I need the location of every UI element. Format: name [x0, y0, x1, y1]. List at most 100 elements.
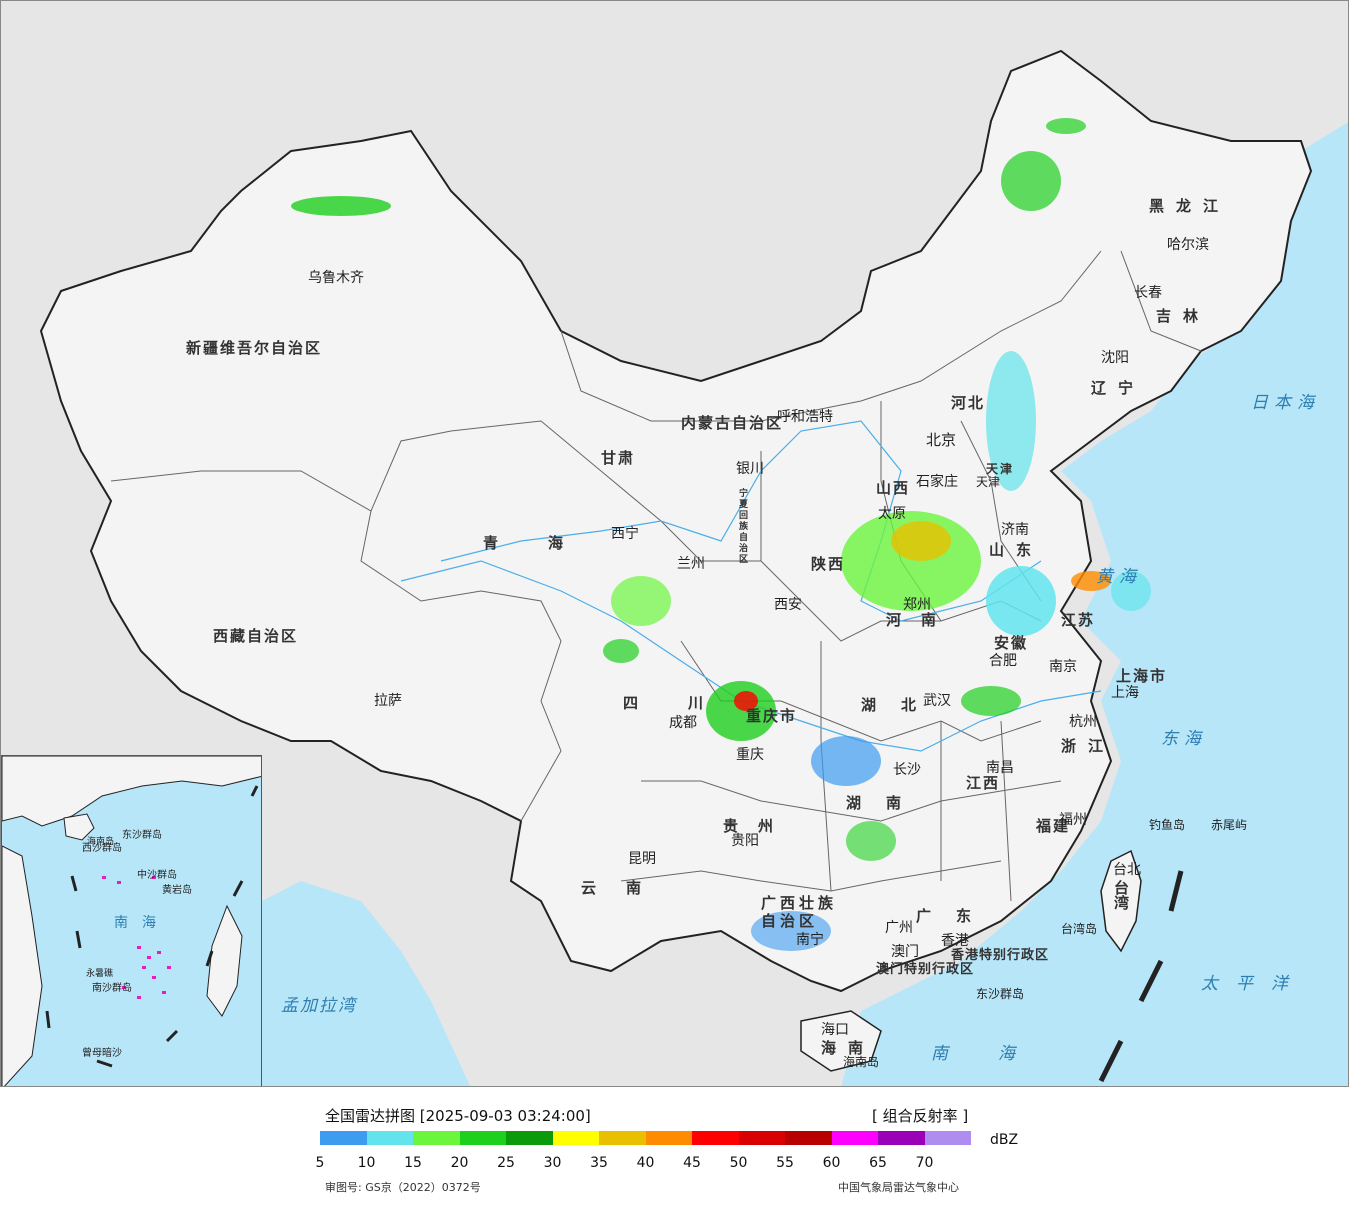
- city-guiyang: 贵阳: [731, 833, 759, 849]
- province-label-macao: 澳门特别行政区: [876, 962, 975, 977]
- province-label-chongqing: 重庆市: [746, 707, 798, 725]
- approval-number: 审图号: GS京（2022）0372号: [325, 1181, 481, 1194]
- city-taipei: 台北: [1113, 862, 1141, 878]
- city-macao: 澳门: [891, 944, 919, 960]
- province-label-zhejiang: 浙江: [1061, 737, 1116, 755]
- legend-swatch: [366, 1131, 413, 1145]
- legend-color-scale: [320, 1131, 971, 1145]
- city-yinchuan: 银川: [736, 461, 764, 477]
- legend-tick-label: 55: [776, 1155, 794, 1171]
- label-taiwan-island: 台湾岛: [1061, 922, 1098, 936]
- province-label-sichuan: 四川: [623, 694, 754, 712]
- province-label-hainan: 海南: [821, 1039, 876, 1057]
- inset-label-nansha: 南沙群岛: [92, 983, 132, 994]
- label-yellow-sea: 黄海: [1096, 567, 1142, 587]
- province-label-guangdong: 广东: [916, 907, 997, 925]
- inset-label-zhongsha: 中沙群岛: [137, 870, 177, 881]
- city-changsha: 长沙: [893, 762, 921, 778]
- legend-swatch: [831, 1131, 878, 1145]
- legend-swatch: [878, 1131, 925, 1145]
- city-chengdu: 成都: [669, 715, 697, 731]
- inset-west-land: [2, 845, 43, 1086]
- city-hefei: 合肥: [989, 653, 1017, 669]
- province-label-anhui: 安徽: [994, 634, 1029, 652]
- radar-echoes: [291, 118, 1151, 951]
- province-label-tianjin: 天津: [986, 462, 1015, 476]
- inset-label-dongsha: 东沙群岛: [122, 830, 162, 841]
- province-label-shanghai: 上海市: [1116, 667, 1168, 685]
- province-label-gansu: 甘肃: [601, 449, 636, 467]
- city-tianjin: 天津: [976, 475, 1001, 489]
- province-label-guizhou: 贵州: [723, 817, 794, 835]
- legend-swatch: [692, 1131, 739, 1145]
- legend-product: [ 组合反射率 ]: [872, 1107, 969, 1125]
- province-label-jiangsu: 江苏: [1061, 611, 1096, 629]
- province-label-hubei: 湖北: [861, 696, 942, 714]
- province-label-hebei: 河北: [951, 394, 986, 412]
- city-xian: 西安: [774, 597, 802, 613]
- province-label-neimenggu: 内蒙古自治区: [681, 414, 784, 432]
- legend-unit: dBZ: [990, 1132, 1019, 1148]
- label-south-china-sea: 南海: [931, 1044, 1065, 1064]
- province-label-xizang: 西藏自治区: [213, 627, 299, 645]
- inset-canvas: [2, 756, 261, 1086]
- inset-label-south-china-sea: 南海: [114, 915, 170, 931]
- city-wuhan: 武汉: [923, 693, 951, 709]
- legend-tick-label: 5: [315, 1155, 325, 1171]
- bay-of-bengal-area: [262, 881, 471, 1086]
- province-label-shanxi: 山西: [876, 479, 911, 497]
- legend-tick-label: 40: [636, 1155, 655, 1171]
- inset-east-land: [206, 904, 243, 1017]
- label-dongsha-islands: 东沙群岛: [976, 987, 1025, 1001]
- inset-label-yongshu: 永暑礁: [86, 969, 114, 979]
- province-label-jilin: 吉林: [1156, 307, 1211, 325]
- label-pacific-ocean: 太平洋: [1201, 974, 1306, 994]
- inset-label-zengmu: 曾母暗沙: [82, 1048, 122, 1059]
- city-changchun: 长春: [1134, 285, 1162, 301]
- china-land: [39, 49, 1313, 993]
- legend-swatch: [320, 1131, 367, 1145]
- city-nanjing: 南京: [1049, 659, 1077, 675]
- province-label-liaoning: 辽宁: [1091, 379, 1146, 397]
- city-chongqing: 重庆: [736, 747, 764, 763]
- city-jinan: 济南: [1001, 522, 1029, 538]
- province-label-heilongjiang: 黑龙江: [1149, 197, 1231, 215]
- city-shenyang: 沈阳: [1101, 350, 1129, 366]
- south-china-sea-inset: 东沙群岛 西沙群岛 中沙群岛 黄岩岛 南海 南沙群岛 曾母暗沙 永暑礁 海南岛: [1, 755, 262, 1086]
- inset-dashes: [45, 785, 259, 1068]
- label-bay-of-bengal: 孟加拉湾: [281, 996, 357, 1016]
- city-hangzhou: 杭州: [1069, 714, 1097, 730]
- inset-land: [2, 756, 261, 827]
- city-xining: 西宁: [611, 526, 639, 542]
- inset-label-hainan-island: 海南岛: [87, 837, 115, 847]
- taiwan-island: [1100, 849, 1142, 953]
- legend-swatch: [924, 1131, 971, 1145]
- legend-tick-label: 20: [450, 1155, 469, 1171]
- legend-tick-label: 50: [729, 1155, 748, 1171]
- label-diaoyu-island: 钓鱼岛: [1149, 818, 1186, 832]
- inset-label-xisha: 西沙群岛: [82, 843, 122, 854]
- city-zhengzhou: 郑州: [903, 597, 931, 613]
- province-label-shandong: 山东: [989, 541, 1044, 559]
- city-nanning: 南宁: [796, 932, 824, 948]
- city-fuzhou: 福州: [1059, 812, 1087, 828]
- province-label-qinghai: 青海: [483, 534, 614, 552]
- city-taiyuan: 太原: [878, 506, 906, 522]
- inset-islands: [102, 876, 171, 999]
- legend-tick-label: 45: [683, 1155, 701, 1171]
- map-canvas: [39, 49, 1348, 1086]
- legend-swatch: [413, 1131, 460, 1145]
- city-shijiazhuang: 石家庄: [916, 474, 958, 490]
- label-east-china-sea: 东海: [1161, 729, 1207, 749]
- city-shanghai: 上海: [1111, 685, 1139, 701]
- city-beijing: 北京: [926, 431, 957, 449]
- city-hohhot: 呼和浩特: [777, 409, 833, 425]
- city-urumqi: 乌鲁木齐: [308, 270, 364, 286]
- label-sea-of-japan: 日本海: [1251, 393, 1320, 413]
- legend-swatch: [552, 1131, 599, 1145]
- label-hainan-island: 海南岛: [843, 1055, 880, 1069]
- city-nanchang: 南昌: [986, 760, 1014, 776]
- legend-tick-label: 60: [822, 1155, 841, 1171]
- legend-swatch: [506, 1131, 553, 1145]
- legend-tick-label: 15: [404, 1155, 422, 1171]
